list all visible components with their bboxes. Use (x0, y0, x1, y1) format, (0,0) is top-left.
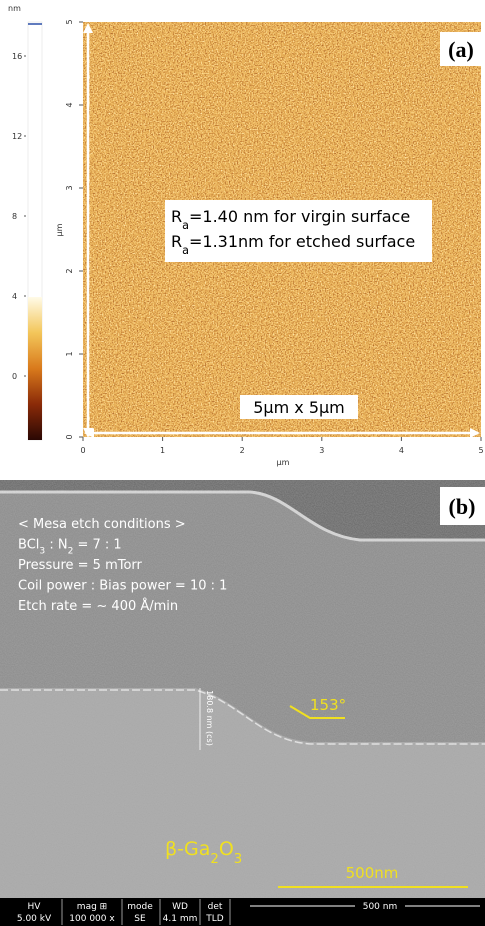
condition-line: Pressure = 5 mTorr (18, 558, 143, 573)
colorbar-tick-label: 12 (12, 132, 22, 141)
condition-line-part: Coil power : Bias power = 10 : 1 (18, 579, 227, 594)
material-label-part: 2 (210, 852, 218, 867)
angle-label: 153° (310, 696, 346, 714)
roughness-line-part: R (171, 232, 182, 251)
condition-line-part: = 7 : 1 (73, 538, 121, 553)
info-field-value: SE (134, 914, 146, 924)
info-scale-label: 500 nm (363, 902, 398, 912)
info-field-label: WD (172, 902, 188, 912)
thickness-label: 180.8 nm (cs) (205, 690, 214, 746)
colorbar (28, 297, 42, 440)
condition-line-part: < Mesa etch conditions > (18, 517, 186, 532)
x-tick-label: 4 (399, 446, 404, 455)
panel-label: (a) (448, 37, 474, 62)
info-field-label: mode (127, 902, 153, 912)
y-tick-label: 5 (65, 19, 74, 24)
roughness-line-part: =1.40 nm for virgin surface (189, 207, 410, 226)
x-tick-label: 3 (319, 446, 324, 455)
material-label-part: O (219, 838, 234, 860)
condition-line: Coil power : Bias power = 10 : 1 (18, 579, 227, 594)
condition-line: < Mesa etch conditions > (18, 517, 186, 532)
material-label-part: β-Ga (165, 838, 210, 860)
condition-line-part: : N (45, 538, 67, 553)
y-tick-label: 3 (65, 185, 74, 190)
y-tick-label: 2 (65, 268, 74, 273)
condition-line-part: Etch rate = ~ 400 Å/min (18, 598, 178, 614)
info-field-value: TLD (205, 914, 224, 924)
y-axis-label: µm (55, 223, 64, 236)
condition-line-part: Pressure = 5 mTorr (18, 558, 143, 573)
colorbar-tick-label: 8 (12, 212, 17, 221)
y-tick-label: 4 (65, 102, 74, 107)
scan-size: 5µm x 5µm (253, 398, 345, 417)
x-tick-label: 1 (160, 446, 165, 455)
material-label-part: 3 (234, 852, 242, 867)
roughness-line-part: a (182, 219, 189, 232)
colorbar-tick-label: 4 (12, 292, 17, 301)
panel-b: 180.8 nm (cs) 153° 500nm (b) 500 nm < Me… (0, 480, 485, 926)
roughness-line-part: a (182, 244, 189, 257)
info-field-label: det (208, 902, 223, 912)
info-field-label: mag ⊞ (77, 902, 107, 912)
x-axis-label: µm (277, 458, 290, 467)
y-tick-label: 1 (65, 351, 74, 356)
roughness-line-part: =1.31nm for etched surface (189, 232, 415, 251)
condition-line: Etch rate = ~ 400 Å/min (18, 598, 178, 614)
y-tick-label: 0 (65, 434, 74, 439)
colorbar-tick-label: 0 (12, 372, 17, 381)
scale-label: 500nm (346, 864, 399, 882)
info-field-value: 4.1 mm (163, 914, 198, 924)
roughness-line-part: R (171, 207, 182, 226)
x-tick-label: 2 (240, 446, 245, 455)
panel-label: (b) (449, 494, 476, 519)
colorbar-unit: nm (8, 4, 21, 13)
info-field-value: 100 000 x (69, 914, 115, 924)
info-field-value: 5.00 kV (17, 914, 52, 924)
figure: nm 5µm x 5µm (a) µm µm 16128400123450123… (0, 0, 485, 926)
info-field-label: HV (28, 902, 42, 912)
condition-line-part: BCl (18, 538, 39, 553)
colorbar-tick-label: 16 (12, 52, 22, 61)
x-tick-label: 5 (478, 446, 483, 455)
x-tick-label: 0 (80, 446, 85, 455)
